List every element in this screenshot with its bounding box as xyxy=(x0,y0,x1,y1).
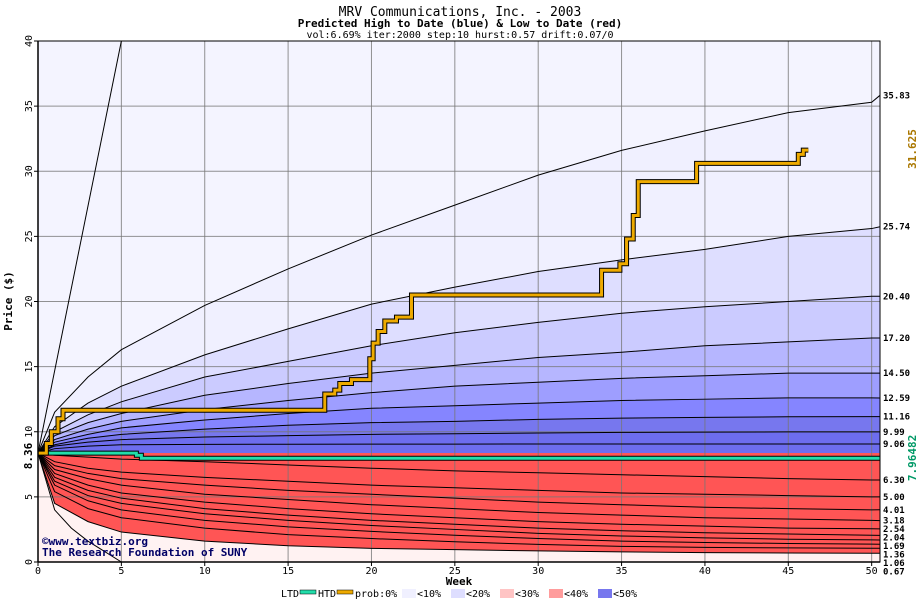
legend-bin-4-swatch xyxy=(598,589,612,598)
low-curve-1 xyxy=(37,452,880,498)
right-label-3: 17.20 xyxy=(883,334,910,344)
outer-low-line xyxy=(37,452,122,563)
outer-high-line xyxy=(37,40,122,454)
chart-subtitle: Predicted High to Date (blue) & Low to D… xyxy=(298,17,623,30)
chart-title: MRV Communications, Inc. - 2003 xyxy=(339,5,582,20)
legend-bin-4-label: <50% xyxy=(613,589,637,600)
y-tick-label-5: 25 xyxy=(24,230,35,242)
high-curve-7 xyxy=(37,431,880,454)
low-curve-6 xyxy=(37,452,881,541)
right-label-10: 5.00 xyxy=(883,493,905,503)
x-tick-label-3: 15 xyxy=(282,566,294,577)
series-lines xyxy=(38,147,880,461)
high-curve-8 xyxy=(37,443,880,454)
band-high-8 xyxy=(38,443,880,454)
y-tick-label-7: 35 xyxy=(24,100,35,112)
chart-params: vol:6.69% iter:2000 step:10 hurst:0.57 d… xyxy=(306,30,613,41)
legend: LTD HTD prob:0% <10% <20% <30% <40% <50% xyxy=(281,589,637,600)
quantile-curves xyxy=(37,40,881,563)
right-labels: 35.83 25.74 20.40 17.20 14.50 12.59 11.16 9.99 9… xyxy=(883,91,911,577)
x-tick-label-8: 40 xyxy=(699,566,711,577)
x-tick-label-4: 20 xyxy=(365,566,377,577)
y-tick-label-0: 0 xyxy=(24,559,35,565)
right-label-12: 3.18 xyxy=(883,517,905,527)
right-label-13: 2.54 xyxy=(883,525,905,535)
legend-bin-0-label: <10% xyxy=(417,589,441,600)
right-label-7: 9.99 xyxy=(883,428,905,438)
right-label-6: 11.16 xyxy=(883,413,910,423)
right-label-5: 12.59 xyxy=(883,394,910,404)
legend-bin-0-swatch xyxy=(402,589,416,598)
right-label-4: 14.50 xyxy=(883,369,910,379)
legend-prob-label: prob:0% xyxy=(355,589,397,600)
low-curve-8 xyxy=(37,452,880,549)
low-curve-9 xyxy=(37,452,880,554)
right-label-16: 1.36 xyxy=(883,551,905,561)
low-curve-0 xyxy=(37,452,880,481)
x-tick-label-10: 50 xyxy=(866,566,878,577)
y-tick-label-1: 5 xyxy=(24,494,35,500)
y-tick-label-3: 15 xyxy=(24,361,35,373)
watermark-line-2: The Research Foundation of SUNY xyxy=(42,546,248,559)
y-tick-label-4: 20 xyxy=(24,295,35,307)
low-curve-4 xyxy=(37,452,881,530)
legend-bin-3-swatch xyxy=(549,589,563,598)
high-curve-3 xyxy=(37,337,880,454)
htd-line xyxy=(38,148,809,455)
right-label-0: 35.83 xyxy=(883,91,910,101)
right-label-1: 25.74 xyxy=(883,223,911,233)
legend-bin-1-swatch xyxy=(451,589,465,598)
high-curve-4 xyxy=(37,372,880,454)
x-tick-label-1: 5 xyxy=(118,566,124,577)
legend-ltd-swatch xyxy=(299,589,317,595)
low-curve-2 xyxy=(37,452,881,511)
high-curve-6 xyxy=(37,416,880,454)
x-tick-label-5: 25 xyxy=(449,566,461,577)
right-label-14: 2.04 xyxy=(883,534,905,544)
x-tick-label-9: 45 xyxy=(782,566,794,577)
legend-htd-label: HTD xyxy=(318,589,336,600)
x-tick-label-7: 35 xyxy=(616,566,628,577)
low-curve-7 xyxy=(37,452,881,545)
htd-final-label: 31.625 xyxy=(906,129,919,169)
ltd-line xyxy=(38,451,880,460)
x-axis-label: Week xyxy=(446,575,473,588)
right-label-8: 9.06 xyxy=(883,440,905,450)
axes: 0 5 10 15 20 25 30 35 40 45 50 0 5 10 15 20 25 30 35 40 xyxy=(24,35,881,577)
start-price-label: 8.36 xyxy=(22,442,35,469)
legend-htd-swatch xyxy=(336,589,354,595)
high-curve-5 xyxy=(37,397,881,454)
right-label-18: 0.67 xyxy=(883,568,905,578)
legend-bin-2-swatch xyxy=(500,589,514,598)
right-label-17: 1.06 xyxy=(883,559,905,569)
y-tick-label-8: 40 xyxy=(24,35,35,47)
right-label-9: 6.30 xyxy=(883,476,905,486)
right-label-15: 1.69 xyxy=(883,542,905,552)
watermark-line-1: ©www.textbiz.org xyxy=(42,535,148,548)
y-tick-label-6: 30 xyxy=(24,165,35,177)
legend-bin-1-label: <20% xyxy=(466,589,490,600)
probability-bands xyxy=(38,95,880,562)
ltd-final-label: 7.96482 xyxy=(906,435,919,481)
y-axis-label: Price ($) xyxy=(2,271,15,331)
legend-bin-3-label: <40% xyxy=(564,589,588,600)
legend-ltd-label: LTD xyxy=(281,589,299,600)
right-label-2: 20.40 xyxy=(883,292,910,302)
x-tick-label-6: 30 xyxy=(532,566,544,577)
legend-bin-2-label: <30% xyxy=(515,589,539,600)
x-tick-label-0: 0 xyxy=(35,566,41,577)
low-curve-5 xyxy=(37,452,881,536)
high-curve-0 xyxy=(37,94,881,454)
low-curve-3 xyxy=(37,452,881,522)
x-tick-label-2: 10 xyxy=(199,566,211,577)
right-label-11: 4.01 xyxy=(883,506,905,516)
band-low-9 xyxy=(38,453,880,554)
y-tick-label-2: 10 xyxy=(24,426,35,438)
